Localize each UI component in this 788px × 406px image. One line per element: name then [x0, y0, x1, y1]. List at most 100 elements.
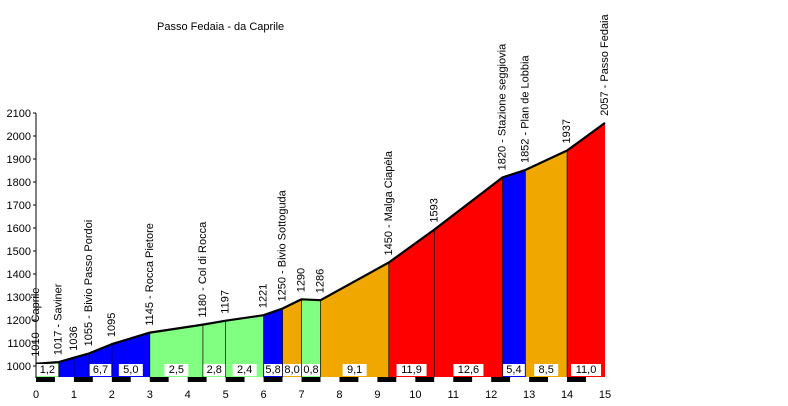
- distance-scale-block: [282, 377, 302, 382]
- profile-segment: [301, 299, 321, 378]
- profile-segment: [502, 170, 526, 378]
- gradient-label: 12,6: [458, 364, 479, 376]
- gradient-label-bg: [534, 364, 559, 376]
- point-label: 1852 - Plan de Lobbia: [519, 55, 531, 164]
- x-tick-label: 13: [523, 389, 535, 401]
- distance-scale-block: [92, 377, 112, 382]
- gradient-label-bg: [503, 364, 525, 376]
- y-tick-label: 1500: [7, 246, 31, 258]
- point-label: 1055 - Bivio Passo Pordoi: [83, 220, 95, 347]
- point-label: 1095: [106, 313, 118, 337]
- gradient-label: 11,0: [576, 364, 597, 376]
- profile-segment: [320, 262, 389, 378]
- point-label: 1010 - Caprile: [30, 288, 42, 357]
- y-tick-label: 1200: [7, 315, 31, 327]
- distance-scale-block: [548, 377, 568, 382]
- gradient-label: 6,7: [93, 364, 108, 376]
- profile-segment: [58, 357, 74, 378]
- profile-outline: [35, 122, 606, 365]
- gradient-label-bg: [453, 364, 484, 376]
- profile-segment: [225, 315, 264, 378]
- y-tick-label: 1000: [7, 361, 31, 373]
- x-tick-label: 4: [185, 389, 191, 401]
- gradient-label: 5,0: [123, 364, 138, 376]
- point-label: 1593: [428, 198, 440, 222]
- distance-scale-block: [339, 377, 359, 382]
- profile-segment: [525, 150, 568, 378]
- distance-scale-block: [377, 377, 397, 382]
- y-tick-label: 1700: [7, 200, 31, 212]
- y-tick-label: 1300: [7, 292, 31, 304]
- profile-segment: [282, 299, 302, 378]
- point-label: 1180 - Col di Rocca: [197, 221, 209, 318]
- distance-scale-block: [415, 377, 435, 382]
- distance-scale-block: [567, 377, 587, 382]
- gradient-label-bg: [36, 364, 59, 376]
- x-tick-label: 15: [599, 389, 611, 401]
- gradient-label: 1,2: [40, 364, 55, 376]
- distance-scale-block: [225, 377, 245, 382]
- gradient-label-bg: [89, 364, 112, 376]
- point-label: 1286: [315, 269, 327, 293]
- point-label: 1017 - Saviner: [53, 283, 65, 355]
- gradient-label-bg: [164, 364, 189, 376]
- gradient-label-bg: [118, 364, 143, 376]
- point-label: 1820 - Stazione seggiovia: [497, 43, 509, 170]
- point-label: 1450 - Malga Ciapèla: [383, 150, 395, 255]
- gradient-label: 2,5: [169, 364, 184, 376]
- gradient-label: 8,5: [539, 364, 554, 376]
- y-tick-label: 1400: [7, 269, 31, 281]
- distance-scale-block: [73, 377, 93, 382]
- x-tick-label: 1: [71, 389, 77, 401]
- gradient-label-bg: [264, 364, 283, 376]
- gradient-label: 5,8: [265, 364, 280, 376]
- point-label: 2057 - Passo Fedaia: [599, 13, 611, 115]
- profile-segment: [202, 320, 226, 378]
- point-label: 1221: [258, 284, 270, 308]
- distance-scale-block: [586, 377, 605, 382]
- point-label: 1036: [68, 326, 80, 350]
- gradient-label: 9,1: [347, 364, 362, 376]
- distance-scale-block: [529, 377, 549, 382]
- distance-scale-block: [396, 377, 416, 382]
- x-tick-label: 2: [109, 389, 115, 401]
- point-label: 1290: [296, 268, 308, 292]
- gradient-label: 2,4: [237, 364, 252, 376]
- x-tick-label: 7: [298, 389, 304, 401]
- x-tick-label: 3: [147, 389, 153, 401]
- chart-title: Passo Fedaia - da Caprile: [157, 21, 285, 33]
- distance-scale-block: [358, 377, 378, 382]
- gradient-label: 0,8: [303, 364, 318, 376]
- gradient-label: 11,9: [401, 364, 422, 376]
- gradient-label: 5,4: [506, 364, 521, 376]
- gradient-label: 2,8: [207, 364, 222, 376]
- distance-scale-block: [168, 377, 188, 382]
- x-tick-label: 10: [409, 389, 421, 401]
- point-label: 1145 - Rocca Pietore: [144, 223, 156, 326]
- y-tick-label: 2000: [7, 131, 31, 143]
- gradient-label-bg: [342, 364, 367, 376]
- x-tick-label: 0: [33, 389, 39, 401]
- y-tick-label: 1800: [7, 177, 31, 189]
- gradient-label-bg: [571, 364, 602, 376]
- distance-scale-block: [187, 377, 207, 382]
- profile-segment: [263, 308, 283, 378]
- y-tick-label: 1600: [7, 223, 31, 235]
- profile-segment: [434, 177, 503, 378]
- distance-scale-block: [36, 377, 55, 382]
- distance-scale-block: [301, 377, 321, 382]
- gradient-label-bg: [203, 364, 226, 376]
- profile-segment: [149, 324, 203, 378]
- gradient-label-bg: [396, 364, 427, 376]
- distance-scale-block: [206, 377, 226, 382]
- gradient-label-bg: [283, 364, 302, 376]
- x-tick-label: 12: [485, 389, 497, 401]
- distance-scale-block: [244, 377, 264, 382]
- distance-scale-block: [54, 377, 74, 382]
- profile-segment: [567, 122, 605, 379]
- x-tick-label: 11: [448, 389, 459, 401]
- point-label: 1197: [220, 290, 232, 314]
- gradient-label: 8,0: [284, 364, 299, 376]
- profile-segment: [388, 229, 435, 378]
